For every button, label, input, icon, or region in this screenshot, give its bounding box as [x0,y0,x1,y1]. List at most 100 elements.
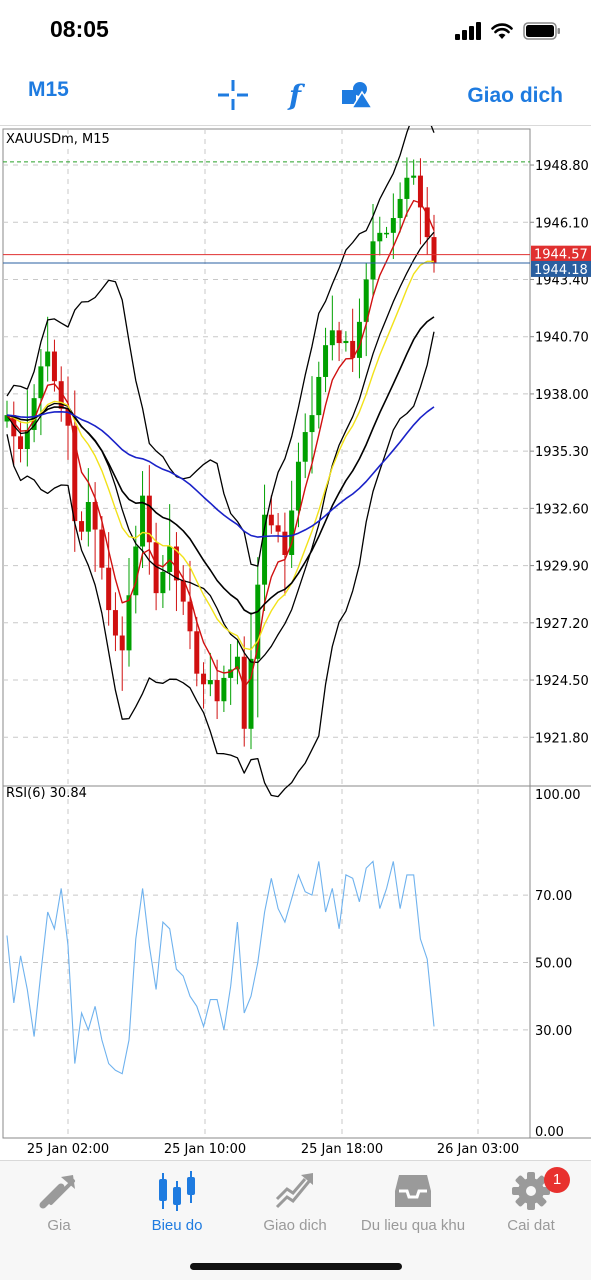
tab-settings[interactable]: 1 Cai dat [472,1167,590,1234]
ma-black [6,316,435,615]
trade-icon [275,1173,313,1209]
candle-body [384,232,390,235]
candle-body [248,658,254,729]
candle-body [24,429,30,450]
time-label: 25 Jan 18:00 [301,1142,383,1157]
tab-label: Bieu do [151,1217,203,1234]
candle-body [85,502,91,532]
candle-body [275,525,281,532]
tab-chart[interactable]: Bieu do [118,1169,236,1234]
function-icon[interactable]: f [278,78,312,112]
candle-body [377,232,383,242]
ask-tag [531,245,591,262]
timeframe-button[interactable]: M15 [28,78,69,101]
candle-body [4,415,10,422]
candle-body [329,330,335,346]
tab-history[interactable]: Du lieu qua khu [354,1169,472,1234]
candle-body [228,669,234,678]
candle-body [289,510,295,555]
status-icons [455,22,561,40]
candle-body [397,198,403,219]
ask-price-label: 1944.57 [534,248,588,263]
time-label: 25 Jan 02:00 [27,1142,109,1157]
candle-body [153,542,159,594]
candle-body [370,241,376,280]
candle-body [112,610,118,636]
candle-body [180,580,186,602]
tab-label: Du lieu qua khu [360,1217,466,1234]
rsi-line [6,860,435,1075]
candle-body [431,237,437,263]
candle-body [133,546,139,596]
candle-body [295,461,301,511]
rsi-level-label: 100.00 [535,788,581,803]
candle-body [417,175,423,208]
candle-body [119,635,125,651]
candle-body [187,601,193,632]
rsi-level-label: 70.00 [535,889,572,904]
trade-button[interactable]: Giao dich [467,84,563,107]
bollinger-upper [6,126,435,567]
candle-body [51,351,57,382]
price-label: 1921.80 [535,731,589,746]
candle-body [282,531,288,555]
candle-body [241,656,247,729]
candle-body [58,381,64,409]
bollinger-middle [6,231,435,664]
candle-body [106,567,112,611]
candle-body [214,680,220,702]
candle-body [92,502,98,530]
wifi-icon [491,22,513,39]
candle-body [221,677,227,702]
rsi-label: RSI(6) 30.84 [6,786,87,801]
home-indicator [190,1263,402,1270]
battery-icon [523,22,560,40]
status-time: 08:05 [50,16,109,42]
candle-body [234,656,240,670]
shapes-icon[interactable] [340,78,374,112]
candle-body [201,673,207,685]
candle-body [262,514,268,585]
candle-body [390,218,396,233]
candle-body [302,432,308,462]
candle-body [268,514,274,526]
price-label: 1932.60 [535,502,589,517]
candle-body [45,351,51,367]
tab-label: Cai dat [507,1217,555,1234]
ma-red [6,199,435,689]
candle-body [31,398,37,430]
candle-body [160,571,166,594]
candle-body [363,279,369,322]
price-label: 1938.00 [535,388,589,403]
chart-canvas[interactable]: 1948.80 1946.10 1943.40 1940.70 1938.00 1935.… [0,126,591,1160]
candle-body [350,340,356,358]
candle-body [424,207,430,238]
ma-blue [6,406,435,538]
signal-icon [455,22,481,40]
candle-body [207,680,213,685]
bollinger-lower [6,331,435,798]
chart-area[interactable]: 1948.80 1946.10 1943.40 1940.70 1938.00 1935.… [0,126,591,1160]
quotes-icon [39,1175,75,1209]
tab-trade[interactable]: Giao dich [236,1169,354,1234]
crosshair-icon[interactable] [216,78,250,112]
price-label: 1924.50 [535,674,589,689]
svg-text:f: f [287,79,306,112]
bid-price-label: 1944.18 [534,263,588,278]
candle-body [336,330,342,344]
candle-body [140,495,146,547]
tab-bar: Gia Bieu do Giao dich Du lieu qua khu [0,1160,591,1280]
candle-body [404,177,410,199]
rsi-level-label: 0.00 [535,1125,564,1140]
status-bar: 08:05 [0,0,591,64]
history-icon [395,1175,431,1207]
candle-body [146,495,152,543]
candle-body [38,366,44,399]
symbol-label: XAUUSDm, M15 [6,132,110,147]
rsi-level-label: 30.00 [535,1024,572,1039]
candle-body [79,521,85,532]
rsi-level-label: 50.00 [535,957,572,972]
tab-quotes[interactable]: Gia [0,1169,118,1234]
candle-body [316,376,322,416]
notification-badge: 1 [544,1167,570,1193]
